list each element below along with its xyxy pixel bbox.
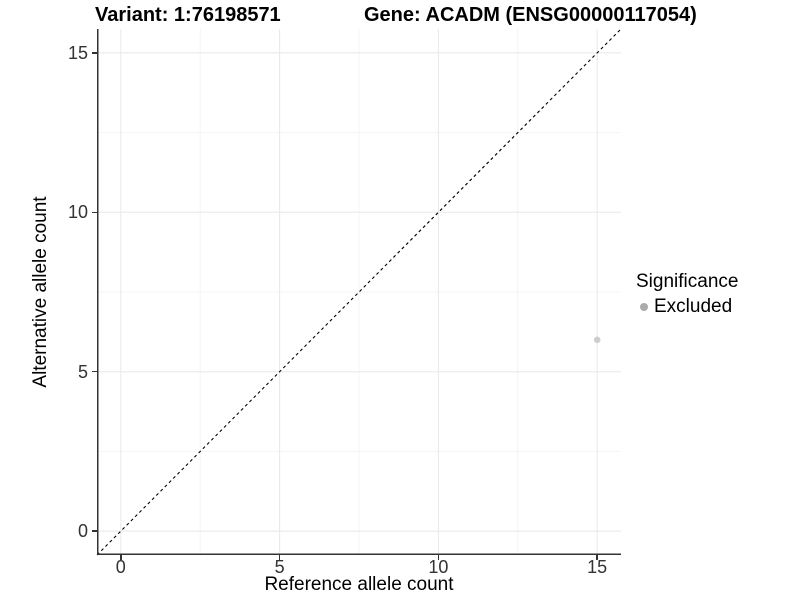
- plot-title-gene: Gene: ACADM (ENSG00000117054): [364, 4, 697, 26]
- y-tick-label-0: 0: [77, 521, 88, 542]
- y-tick-label-15: 15: [67, 42, 88, 63]
- y-tick-mark-5: [92, 370, 97, 373]
- x-tick-label-0: 0: [115, 557, 126, 577]
- x-tick-label-10: 10: [428, 557, 449, 577]
- legend-item-excluded: Excluded: [636, 296, 738, 318]
- y-tick-mark-10: [92, 211, 97, 214]
- plot-canvas: [96, 28, 622, 556]
- x-tick-mark-0: [120, 555, 122, 560]
- identity-line: [96, 28, 622, 556]
- legend-item-label: Excluded: [654, 296, 733, 317]
- plot-title-variant: Variant: 1:76198571: [95, 4, 281, 26]
- data-point-excluded: [593, 336, 601, 344]
- legend: Significance Excluded: [636, 271, 738, 318]
- y-tick-mark-15: [92, 52, 97, 54]
- plot-panel: [96, 28, 622, 556]
- legend-title: Significance: [636, 271, 739, 292]
- x-tick-mark-10: [437, 555, 440, 560]
- y-tick-label-5: 5: [77, 361, 88, 382]
- y-tick-mark-0: [92, 530, 97, 532]
- y-tick-label-10: 10: [67, 202, 88, 223]
- x-tick-label-15: 15: [587, 557, 608, 577]
- legend-key-dot: [640, 303, 648, 311]
- x-tick-label-5: 5: [274, 557, 285, 577]
- x-tick-mark-15: [596, 555, 598, 560]
- x-tick-mark-5: [278, 555, 281, 560]
- x-axis-title: Reference allele count: [264, 574, 454, 595]
- y-axis-title: Alternative allele count: [30, 196, 51, 388]
